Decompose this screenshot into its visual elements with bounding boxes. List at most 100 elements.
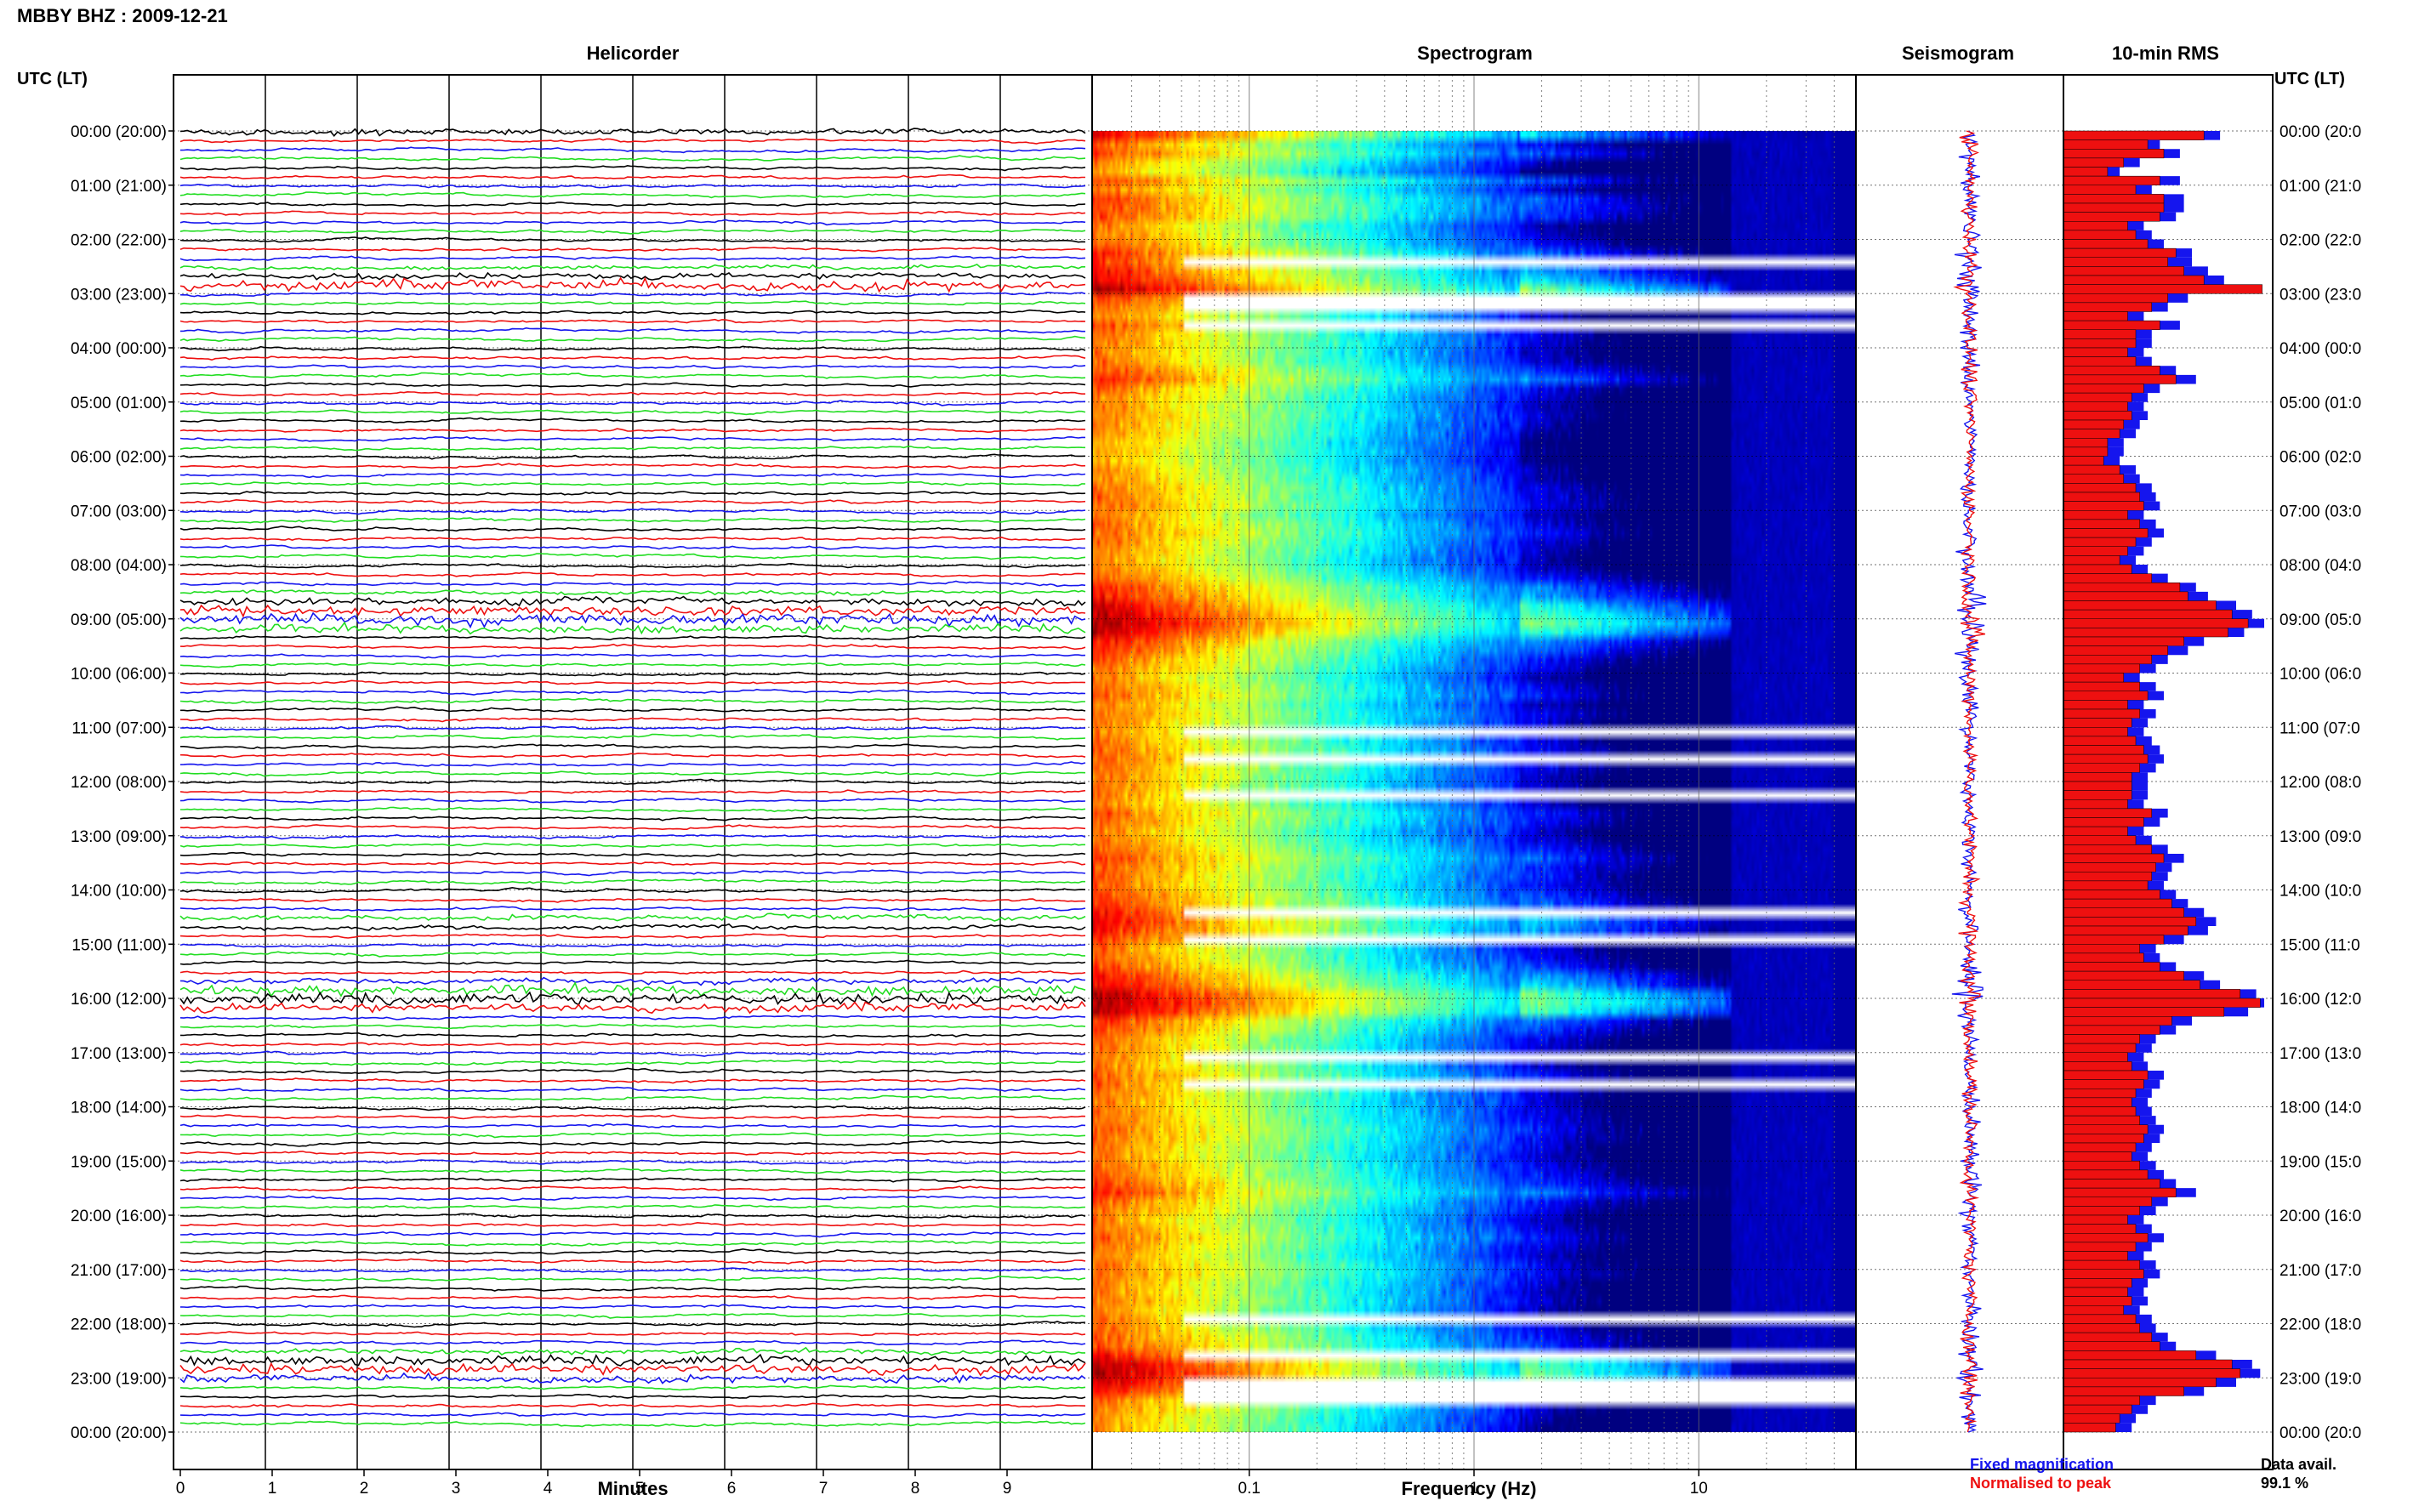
time-axis-left-title: UTC (LT) bbox=[17, 70, 88, 88]
helicorder-trace bbox=[179, 843, 1085, 849]
rms-bar-normalised bbox=[2063, 257, 2168, 267]
helicorder-trace bbox=[179, 263, 1086, 271]
rms-panel bbox=[2063, 74, 2274, 1470]
rms-bar-normalised bbox=[2063, 700, 2128, 710]
rms-bar-normalised bbox=[2063, 1161, 2140, 1171]
helicorder-trace bbox=[179, 1113, 1086, 1120]
hour-label-right: 09:00 (05:0 bbox=[2280, 611, 2361, 629]
figure-title: MBBY BHZ : 2009-12-21 bbox=[17, 5, 228, 26]
rms-bar-normalised bbox=[2063, 1341, 2160, 1351]
helicorder-trace bbox=[179, 1131, 1086, 1139]
helicorder-trace bbox=[179, 717, 1086, 723]
helicorder-trace bbox=[179, 933, 1086, 939]
rms-bar-normalised bbox=[2063, 510, 2128, 520]
rms-bar-normalised bbox=[2063, 392, 2132, 402]
rms-bar-normalised bbox=[2063, 781, 2132, 791]
rms-bar-normalised bbox=[2063, 1305, 2125, 1316]
helicorder-trace bbox=[179, 697, 1086, 704]
rms-bar-normalised bbox=[2063, 944, 2140, 954]
hour-label-left: 16:00 (12:00) bbox=[71, 991, 167, 1009]
rms-bar-normalised bbox=[2063, 311, 2128, 321]
rms-bar-normalised bbox=[2063, 1359, 2233, 1369]
helicorder-trace bbox=[179, 536, 1086, 542]
hour-label-right: 12:00 (08:0 bbox=[2280, 774, 2361, 792]
rms-bar-normalised bbox=[2063, 564, 2132, 574]
rms-bar-normalised bbox=[2063, 591, 2188, 601]
rms-bar-normalised bbox=[2063, 1043, 2137, 1053]
helicorder-trace bbox=[180, 743, 1086, 750]
helicorder-trace bbox=[179, 869, 1086, 877]
rms-bar-normalised bbox=[2063, 1287, 2128, 1297]
minute-tick-label: 4 bbox=[544, 1480, 553, 1498]
seismogram-heading: Seismogram bbox=[1901, 43, 2015, 64]
rms-bar-normalised bbox=[2063, 1187, 2177, 1197]
rms-bar-normalised bbox=[2063, 1413, 2120, 1424]
rms-bar-normalised bbox=[2063, 501, 2144, 511]
helicorder-trace bbox=[179, 725, 1086, 731]
rms-bar-normalised bbox=[2063, 718, 2132, 728]
helicorder-trace bbox=[179, 1105, 1086, 1111]
rms-bar-normalised bbox=[2063, 239, 2149, 249]
helicorder-trace bbox=[179, 219, 1086, 226]
rms-bar-normalised bbox=[2063, 1404, 2132, 1414]
rms-bar-normalised bbox=[2063, 438, 2109, 448]
rms-bar-normalised bbox=[2063, 600, 2217, 611]
helicorder-trace bbox=[179, 1346, 1085, 1356]
rms-bar-normalised bbox=[2063, 194, 2165, 204]
hour-label-right: 14:00 (10:0 bbox=[2280, 883, 2361, 901]
rms-bar-normalised bbox=[2063, 708, 2140, 719]
helicorder-trace bbox=[179, 797, 1086, 804]
helicorder-trace bbox=[179, 372, 1086, 379]
hour-label-right: 16:00 (12:0 bbox=[2280, 991, 2361, 1009]
rms-bar-normalised bbox=[2063, 799, 2128, 810]
rms-bar-normalised bbox=[2063, 483, 2137, 493]
hour-label-right: 20:00 (16:0 bbox=[2280, 1208, 2361, 1225]
helicorder-trace bbox=[179, 1185, 1086, 1192]
rms-bar-normalised bbox=[2063, 537, 2137, 547]
rms-bar-normalised bbox=[2063, 727, 2128, 737]
rms-bar-normalised bbox=[2063, 1386, 2184, 1396]
rms-bar-normalised bbox=[2063, 970, 2184, 981]
rms-bar-normalised bbox=[2063, 1296, 2132, 1306]
hour-label-left: 20:00 (16:00) bbox=[71, 1208, 167, 1225]
rms-bar-normalised bbox=[2063, 1214, 2128, 1225]
data-availability-value: 99.1 % bbox=[2261, 1475, 2309, 1492]
helicorder-trace bbox=[179, 752, 1086, 759]
helicorder-trace bbox=[179, 1258, 1086, 1265]
hour-label-left: 15:00 (11:00) bbox=[71, 936, 167, 954]
helicorder-trace bbox=[179, 991, 1086, 1006]
helicorder-trace bbox=[179, 942, 1086, 948]
rms-bar-normalised bbox=[2063, 247, 2177, 258]
helicorder-trace bbox=[180, 1240, 1086, 1247]
rms-bar-normalised bbox=[2063, 185, 2137, 195]
helicorder-trace bbox=[179, 621, 1086, 635]
helicorder-heading: Helicorder bbox=[586, 43, 680, 64]
helicorder-trace bbox=[179, 912, 1086, 922]
rms-bar-normalised bbox=[2063, 1314, 2137, 1324]
minute-tick-label: 1 bbox=[268, 1480, 277, 1498]
helicorder-trace bbox=[179, 878, 1085, 885]
helicorder-trace bbox=[180, 671, 1086, 677]
helicorder-trace bbox=[179, 553, 1086, 560]
rms-bar-normalised bbox=[2063, 898, 2172, 908]
rms-bar-normalised bbox=[2063, 329, 2137, 339]
rms-bar-normalised bbox=[2063, 1259, 2140, 1270]
rms-bar-normalised bbox=[2063, 1142, 2137, 1152]
helicorder-trace bbox=[179, 1168, 1086, 1174]
helicorder-trace bbox=[179, 562, 1086, 569]
helicorder-trace bbox=[179, 480, 1086, 486]
helicorder-trace bbox=[179, 1015, 1086, 1020]
legend-fixed-magnification: Fixed magnification bbox=[1970, 1456, 2114, 1473]
hour-label-left: 13:00 (09:00) bbox=[71, 828, 167, 846]
rms-bar-normalised bbox=[2063, 157, 2125, 168]
helicorder-trace bbox=[179, 1412, 1086, 1418]
helicorder-trace bbox=[179, 886, 1086, 894]
rms-bar-normalised bbox=[2063, 555, 2120, 566]
helicorder-trace bbox=[179, 255, 1086, 262]
rms-bar-normalised bbox=[2063, 1151, 2132, 1162]
helicorder-trace bbox=[179, 335, 1086, 343]
rms-bar-normalised bbox=[2063, 175, 2160, 185]
rms-bar-normalised bbox=[2063, 980, 2200, 990]
helicorder-trace bbox=[179, 1023, 1086, 1030]
helicorder-trace bbox=[179, 1372, 1086, 1384]
